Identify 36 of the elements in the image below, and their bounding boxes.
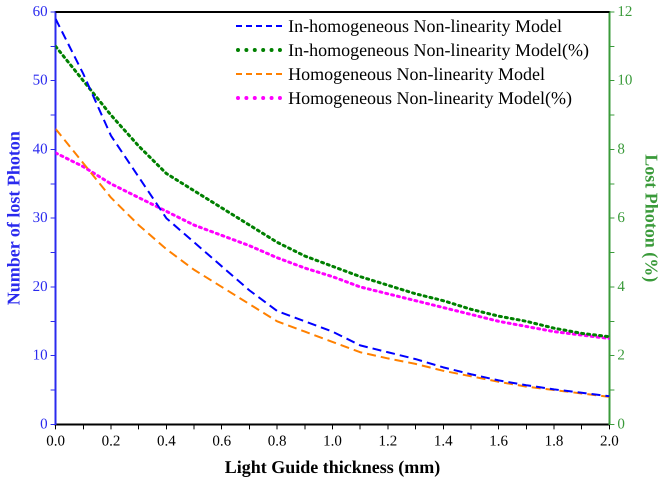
y2-tick-label: 12 [617, 4, 632, 20]
x-tick-label: 1.0 [323, 433, 342, 450]
legend-label: Homogeneous Non-linearity Model(%) [288, 87, 572, 110]
line-series [56, 151, 610, 340]
x-tick-label: 0.2 [102, 433, 120, 450]
line-series [56, 128, 610, 398]
x-axis-title: Light Guide thickness (mm) [224, 456, 440, 477]
y-axis-title: Number of lost Photon [3, 131, 24, 306]
y-tick-label: 60 [32, 4, 48, 20]
legend-label: In-homogeneous Non-linearity Model [288, 15, 562, 38]
x-tick-label: 1.6 [489, 433, 509, 450]
y-tick-label: 30 [32, 210, 48, 226]
y2-tick-label: 10 [617, 72, 632, 89]
x-tick-label: 1.2 [378, 433, 398, 450]
y-tick-label: 10 [32, 348, 48, 364]
line-series [56, 44, 610, 338]
x-tick-label: 2.0 [600, 433, 619, 450]
y-tick-label: 40 [32, 141, 48, 158]
x-tick-label: 0.4 [156, 433, 176, 450]
y2-tick-label: 6 [617, 210, 626, 226]
y2-tick-label: 8 [617, 141, 625, 158]
x-tick-label: 0.8 [268, 433, 286, 450]
y2-tick-label: 2 [617, 348, 625, 364]
y2-tick-label: 0 [617, 416, 625, 432]
y-tick-label: 0 [40, 416, 48, 432]
legend-label: Homogeneous Non-linearity Model [288, 63, 546, 86]
legend-label: In-homogeneous Non-linearity Model(%) [288, 39, 589, 62]
x-tick-label: 0.0 [46, 433, 65, 450]
y2-axis-title: Lost Photon (%) [642, 154, 662, 282]
x-tick-label: 1.4 [434, 433, 454, 450]
y-tick-label: 20 [32, 278, 48, 295]
y-tick-label: 50 [32, 72, 48, 89]
x-tick-label: 1.8 [544, 433, 564, 450]
line-series [56, 18, 610, 398]
x-tick-label: 0.6 [212, 433, 232, 450]
y2-tick-label: 4 [617, 278, 626, 295]
